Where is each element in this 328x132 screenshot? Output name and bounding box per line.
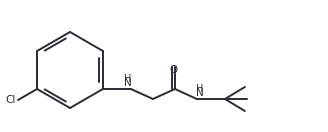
Text: N: N — [196, 88, 204, 98]
Text: H: H — [124, 74, 132, 84]
Text: O: O — [170, 65, 178, 75]
Text: H: H — [196, 84, 204, 94]
Text: N: N — [124, 78, 132, 88]
Text: Cl: Cl — [6, 95, 16, 105]
